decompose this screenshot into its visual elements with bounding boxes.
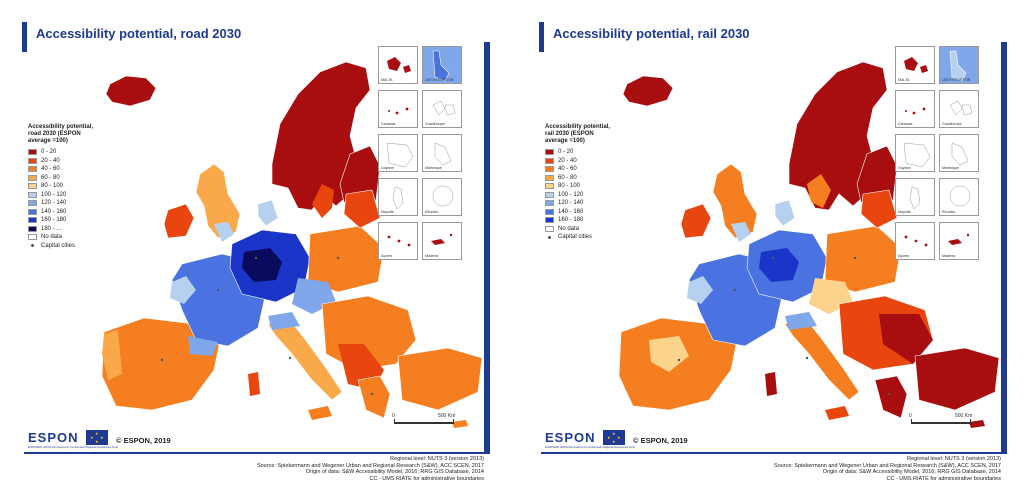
europe-map xyxy=(22,44,482,450)
source-note: Regional level: NUTS 3 (version 2013) So… xyxy=(773,456,1001,482)
map-title: Accessibility potential, road 2030 xyxy=(36,26,242,41)
legend-swatch xyxy=(545,166,554,173)
legend-swatch xyxy=(28,191,37,198)
inset-mayotte: Mayotte xyxy=(378,178,418,216)
inset-canarias: Canarias xyxy=(895,90,935,128)
title-accent-bar xyxy=(22,22,27,52)
source-note: Regional level: NUTS 3 (version 2013) So… xyxy=(256,456,484,482)
inset-maps: MALTA LIECHTENSTEIN Canarias Guadeloupe … xyxy=(895,46,999,276)
legend-item-no-data: No data xyxy=(28,233,116,242)
inset-liechtenstein: LIECHTENSTEIN xyxy=(422,46,462,84)
map-legend: Accessibility potential, road 2030 (ESPO… xyxy=(28,124,116,250)
map-svg xyxy=(618,61,999,428)
legend-item: 140 - 160 xyxy=(545,208,633,217)
legend-item: 80 - 100 xyxy=(545,182,633,191)
inset-guyane: Guyane xyxy=(895,134,935,172)
inset-guadeloupe: Guadeloupe xyxy=(939,90,979,128)
legend-title: Accessibility potential, road 2030 (ESPO… xyxy=(28,124,94,144)
scale-bar: 0 500 Km xyxy=(390,412,460,428)
legend-swatch xyxy=(28,166,37,173)
legend-item: 60 - 80 xyxy=(28,174,116,183)
legend-item: 60 - 80 xyxy=(545,174,633,183)
legend-item-capitals: Capital cities xyxy=(545,233,633,242)
legend-item: 140 - 160 xyxy=(28,208,116,217)
inset-reunion: Réunion xyxy=(422,178,462,216)
legend-item: 180 - ... xyxy=(28,225,116,234)
legend-item: 40 - 60 xyxy=(28,165,116,174)
map-svg xyxy=(101,61,482,428)
map-legend: Accessibility potential, rail 2030 (ESPO… xyxy=(545,124,633,242)
legend-item: 100 - 120 xyxy=(545,191,633,200)
legend-item: 40 - 60 xyxy=(545,165,633,174)
frame-bar-right xyxy=(1001,42,1007,454)
legend-item: 80 - 100 xyxy=(28,182,116,191)
inset-malta: MALTA xyxy=(895,46,935,84)
legend-swatch xyxy=(545,208,554,215)
legend-item: 120 - 140 xyxy=(28,199,116,208)
legend-title: Accessibility potential, rail 2030 (ESPO… xyxy=(545,124,611,144)
copyright: © ESPON, 2019 xyxy=(116,436,171,445)
inset-canarias: Canarias xyxy=(378,90,418,128)
inset-martinique: Martinique xyxy=(939,134,979,172)
legend-swatch xyxy=(28,234,37,241)
legend-item: 120 - 140 xyxy=(545,199,633,208)
legend-item: 160 - 180 xyxy=(28,216,116,225)
inset-acores: Açores xyxy=(378,222,418,260)
legend-swatch xyxy=(545,191,554,198)
legend-swatch xyxy=(28,157,37,164)
inset-liechtenstein: LIECHTENSTEIN xyxy=(939,46,979,84)
legend-item: 0 - 20 xyxy=(545,148,633,157)
legend-item: 100 - 120 xyxy=(28,191,116,200)
title-accent-bar xyxy=(539,22,544,52)
legend-item: 20 - 40 xyxy=(545,157,633,166)
inset-madeira: Madeira xyxy=(422,222,462,260)
frame-line-bottom xyxy=(24,452,490,454)
legend-swatch xyxy=(28,225,37,232)
legend-item: 160 - 180 xyxy=(545,216,633,225)
capital-dot-icon xyxy=(31,244,34,248)
legend-swatch xyxy=(28,217,37,224)
legend-swatch xyxy=(28,149,37,156)
capital-dot-icon xyxy=(548,235,551,239)
inset-acores: Açores xyxy=(895,222,935,260)
inset-martinique: Martinique xyxy=(422,134,462,172)
legend-swatch xyxy=(545,225,554,232)
legend-swatch xyxy=(545,149,554,156)
legend-swatch xyxy=(545,174,554,181)
copyright: © ESPON, 2019 xyxy=(633,436,688,445)
legend-item-no-data: No data xyxy=(545,225,633,234)
legend-item: 0 - 20 xyxy=(28,148,116,157)
legend-swatch xyxy=(28,200,37,207)
legend-item-capitals: Capital cities xyxy=(28,242,116,251)
legend-swatch xyxy=(545,183,554,190)
inset-madeira: Madeira xyxy=(939,222,979,260)
legend-swatch xyxy=(545,217,554,224)
scale-bar: 0 500 Km xyxy=(907,412,977,428)
inset-malta: MALTA xyxy=(378,46,418,84)
legend-swatch xyxy=(28,183,37,190)
legend-swatch xyxy=(28,174,37,181)
eu-flag-icon: ★ ★ ★ ★ xyxy=(86,430,108,445)
legend-item: 20 - 40 xyxy=(28,157,116,166)
espon-logo: ESPON ★ ★ ★ ★ EUROPEAN UNION Part-financed … xyxy=(545,430,635,449)
frame-bar-right xyxy=(484,42,490,454)
legend-swatch xyxy=(545,200,554,207)
espon-logo: ESPON ★ ★ ★ ★ EUROPEAN UNION Part-financed … xyxy=(28,430,118,449)
legend-swatch xyxy=(28,208,37,215)
inset-guyane: Guyane xyxy=(378,134,418,172)
inset-maps: MALTA LIECHTENSTEIN Canarias Guadeloupe … xyxy=(378,46,482,276)
frame-line-bottom xyxy=(541,452,1007,454)
map-panel-road: Accessibility potential, road 2030 xyxy=(10,0,490,500)
europe-map xyxy=(539,44,999,450)
legend-swatch xyxy=(545,157,554,164)
map-panel-rail: Accessibility potential, rail 2030 xyxy=(527,0,1007,500)
inset-guadeloupe: Guadeloupe xyxy=(422,90,462,128)
inset-reunion: Réunion xyxy=(939,178,979,216)
eu-flag-icon: ★ ★ ★ ★ xyxy=(603,430,625,445)
inset-mayotte: Mayotte xyxy=(895,178,935,216)
map-title: Accessibility potential, rail 2030 xyxy=(553,26,750,41)
